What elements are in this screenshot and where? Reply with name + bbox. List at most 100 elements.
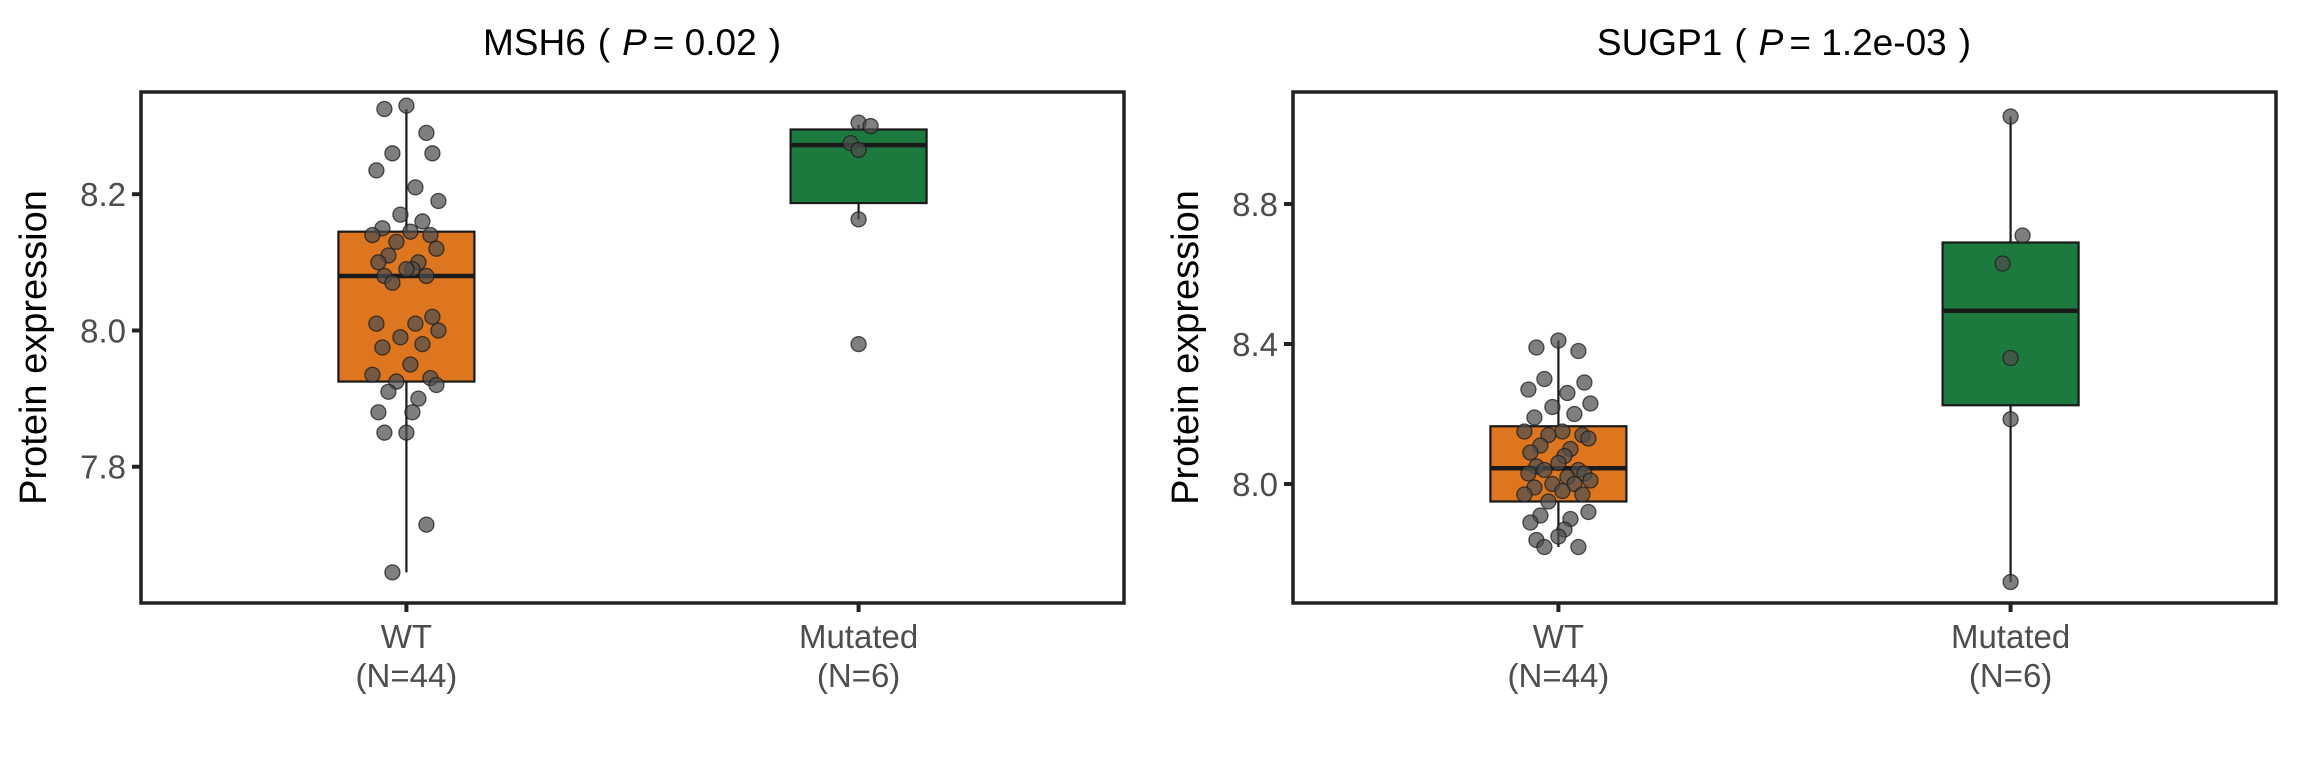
plot-frame [1291,90,2278,605]
title-close-paren: ) [1959,22,1971,63]
data-point [1526,409,1543,426]
data-point [424,308,441,325]
data-point [850,335,867,353]
title-p-symbol: P [1759,22,1784,63]
box-body [337,230,476,383]
data-point [384,145,401,162]
y-tick-label: 8.4 [1232,326,1278,363]
title-p-value: = 0.02 [653,22,757,63]
box-body [789,128,928,205]
data-point [1550,332,1567,349]
y-axis-title: Protein expression [1165,190,1207,505]
data-point [1570,342,1587,360]
data-point [1536,461,1553,479]
y-tick-label: 8.0 [1232,466,1278,503]
data-point [422,226,439,244]
data-point [428,376,445,394]
data-point [370,254,387,271]
title-p-value: = 1.2e-03 [1789,22,1946,63]
data-point [1516,486,1533,503]
x-tick-label: Mutated [799,618,918,655]
x-tick-n-label: (N=44) [1508,657,1610,694]
data-point [364,226,381,244]
data-point [1566,405,1583,423]
x-tick-n-label: (N=6) [817,657,900,694]
data-point [1536,538,1553,556]
chart-title: MSH6 (P = 0.02) [483,22,781,63]
data-point [1520,465,1537,482]
data-point [384,564,401,581]
y-tick-label: 7.8 [80,449,126,486]
data-point [1536,370,1553,388]
data-point [2002,349,2019,367]
data-point [392,206,409,223]
data-point [414,213,431,230]
data-point [1520,381,1537,398]
data-point [850,211,867,228]
data-point [392,329,409,346]
x-tick-label: Mutated [1951,618,2070,655]
data-point [2002,108,2019,125]
data-point [430,322,447,339]
data-point [1522,444,1539,461]
data-point [418,267,435,285]
x-tick-n-label: (N=44) [356,657,458,694]
panel-sugp1: SUGP1 ( P = 1.2e-03) Protein expression 8.0 8.… [1165,22,2278,694]
data-point [1544,398,1561,416]
data-point [1528,339,1545,356]
data-point [414,335,431,353]
data-point [407,179,424,196]
data-point [368,315,385,332]
data-point [424,145,441,162]
data-point [1559,384,1576,402]
data-point [1994,255,2011,272]
data-point [1582,472,1599,489]
data-point [430,192,447,210]
y-axis-title: Protein expression [13,190,55,505]
data-point [376,424,393,441]
data-point [364,366,381,383]
y-tick-label: 8.8 [1232,186,1278,223]
data-point [1580,503,1597,521]
data-point [1580,430,1597,447]
data-point [402,223,419,240]
y-tick-label: 8.0 [80,312,126,349]
x-tick-label: WT [381,618,432,655]
data-point [410,390,427,407]
data-point [1516,423,1533,440]
data-point [1522,514,1539,531]
data-point [398,97,415,114]
title-close-paren: ) [769,22,781,63]
data-point [376,100,393,118]
data-point [418,124,435,142]
data-point [370,404,387,421]
x-tick-label: WT [1533,618,1584,655]
data-point [374,339,391,356]
data-point [368,162,385,179]
y-tick-label: 8.2 [80,176,126,213]
title-gene: MSH6 [483,22,586,63]
data-point [2002,411,2019,428]
data-point [2002,573,2019,591]
title-open-paren: ( [1734,22,1747,63]
box-body [1941,241,2080,407]
panel-msh6: MSH6 (P = 0.02) Protein expression 7.8 8.0 8.2… [13,22,1126,694]
data-point [1582,395,1599,412]
data-point [862,117,879,135]
title-gene: SUGP1 [1597,22,1722,63]
data-point [1570,538,1587,556]
x-tick-n-label: (N=6) [1969,657,2052,694]
data-point [1540,493,1557,510]
plot-frame [139,90,1126,605]
data-point [398,424,415,441]
data-point [850,141,867,159]
data-point [1550,454,1567,472]
data-point [407,315,424,332]
data-point [1554,423,1571,440]
data-point [380,383,397,400]
data-point [2014,227,2031,244]
data-point [404,404,421,421]
data-point [388,233,405,251]
data-point [1576,374,1593,391]
data-point [1574,486,1591,503]
